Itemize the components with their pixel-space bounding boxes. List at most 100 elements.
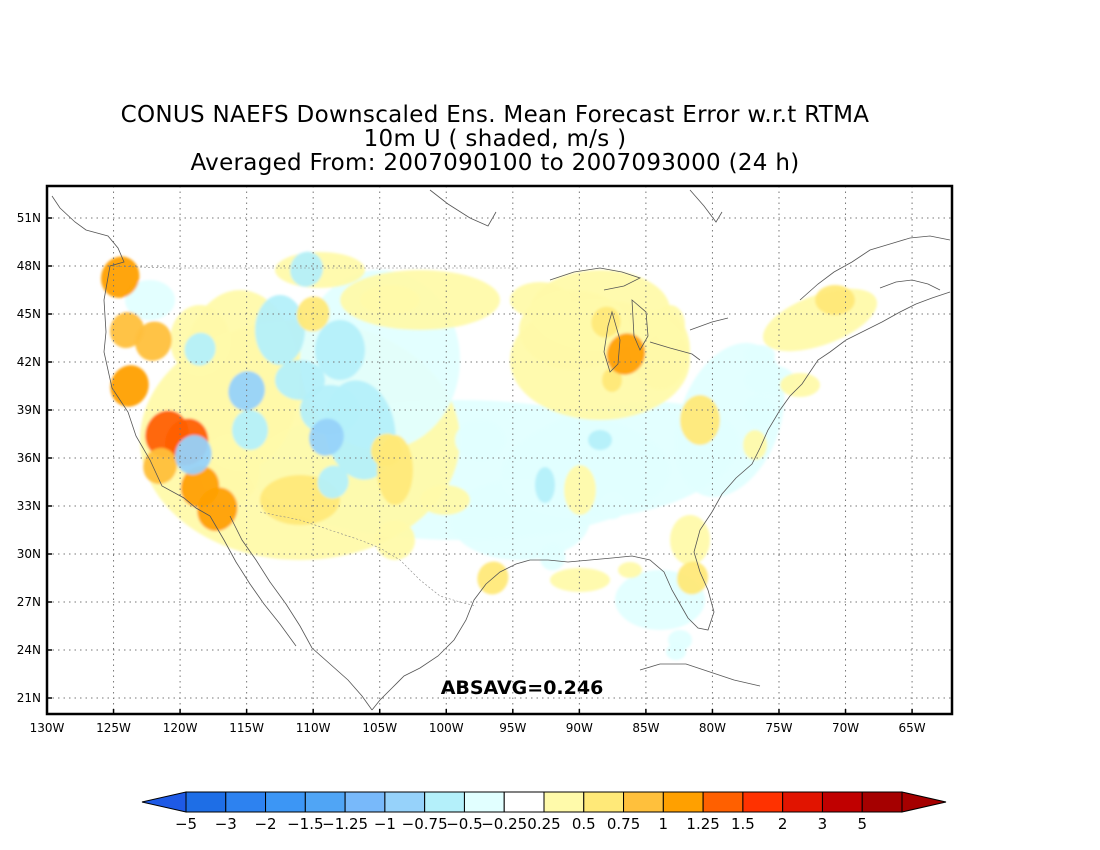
error-region-peak (109, 311, 144, 349)
colorbar-swatch (344, 791, 386, 813)
colorbar-swatch (623, 791, 664, 813)
gulf-mexico-coast-line (371, 551, 715, 711)
borders-line (107, 265, 520, 607)
colorbar-swatch (185, 791, 227, 813)
error-region-mid (420, 485, 470, 515)
lon-tick-label: 130W (30, 721, 65, 735)
latitude-axis-labels: 51N 48N 45N 42N 39N 36N 33N 30N 27N 24N 21N (17, 211, 52, 705)
lon-tick-label: 100W (429, 721, 464, 735)
lat-tick-label: 33N (17, 499, 41, 513)
map-title-line-1: CONUS NAEFS Downscaled Ens. Mean Forecas… (120, 102, 870, 128)
error-region-peak (135, 321, 172, 361)
error-region-mid (550, 568, 610, 592)
colorbar-label: 5 (857, 815, 867, 833)
lon-tick-label: 65W (899, 721, 926, 735)
colorbar-swatch (782, 791, 823, 813)
lat-tick-label: 45N (17, 307, 41, 321)
error-region-mid (780, 373, 820, 397)
colorbar-swatch (543, 791, 585, 813)
lat-tick-label: 24N (17, 643, 41, 657)
colorbar-label: −1.5 (287, 815, 323, 833)
cuba-line (639, 663, 761, 687)
error-region-peak (591, 306, 621, 338)
longitude-axis-labels: 130W 125W 120W 115W 110W 105W 100W 95W 90W 85W 80W… (30, 709, 926, 735)
colorbar-swatch (225, 791, 267, 813)
coastline-layer (51, 189, 951, 711)
error-region-mid (315, 320, 365, 380)
colorbar-swatch (265, 791, 306, 813)
colorbar-label: −0.25 (481, 815, 527, 833)
error-shading-layer (100, 251, 878, 660)
baja-gulf-line (209, 515, 373, 711)
error-region-peak (744, 394, 774, 426)
error-region-mid (602, 368, 622, 392)
colorbar-label: 0.5 (572, 815, 596, 833)
colorbar-label: 3 (818, 815, 828, 833)
colorbar-swatch (583, 791, 625, 813)
colorbar-label: 0.75 (607, 815, 640, 833)
map-title-line-2: 10m U ( shaded, m/s ) (363, 126, 627, 152)
colorbar-label: −0.75 (402, 815, 448, 833)
lon-tick-label: 75W (765, 721, 792, 735)
colorbar-swatch (861, 791, 903, 813)
absavg-annotation: ABSAVG=0.246 (441, 677, 604, 699)
colorbar-labels: −5 −3 −2 −1.5−1.25 −1 −0.75−0.5−0.25 0.25 0.5 0.… (175, 815, 867, 833)
error-region-mid (588, 430, 612, 450)
colorbar-swatch (702, 791, 744, 813)
lat-tick-label: 21N (17, 691, 41, 705)
colorbar-label: 1 (659, 815, 669, 833)
error-region-mid (275, 360, 325, 400)
error-region-broad (450, 480, 590, 560)
colorbar-label: 1.5 (731, 815, 755, 833)
colorbar-label: −1 (374, 815, 396, 833)
east-coast-line (693, 291, 951, 553)
lat-tick-label: 51N (17, 211, 41, 225)
error-region-peak (175, 435, 212, 475)
error-region-mid (375, 520, 415, 560)
error-region-mid (815, 285, 855, 315)
colorbar-over-arrow (901, 791, 947, 813)
colorbar-label: 0.25 (527, 815, 560, 833)
error-region-mid (666, 644, 686, 660)
colorbar-swatch (384, 791, 426, 813)
lon-tick-label: 80W (699, 721, 726, 735)
lat-tick-label: 42N (17, 355, 41, 369)
colorbar-swatch (742, 791, 784, 813)
lon-tick-label: 85W (632, 721, 659, 735)
error-region-mid (655, 305, 685, 345)
graticule-grid (46, 186, 952, 714)
colorbar-label: −2 (254, 815, 276, 833)
error-region-mid (455, 420, 505, 460)
colorbar-swatch (503, 791, 545, 813)
error-region-peak (184, 332, 216, 366)
error-region-peak (676, 561, 709, 595)
colorbar-swatch (463, 791, 505, 813)
error-region-mid (745, 345, 775, 365)
colorbar (141, 791, 947, 813)
error-region-mid (255, 295, 305, 365)
error-region-mid (535, 467, 555, 503)
error-region-mid (670, 515, 710, 565)
lat-tick-label: 27N (17, 595, 41, 609)
error-region-peak (606, 333, 646, 375)
error-region-mid (743, 430, 767, 460)
colorbar-label: −0.5 (446, 815, 482, 833)
colorbar-label: 2 (778, 815, 788, 833)
error-region-mid (618, 562, 642, 578)
lon-tick-label: 125W (96, 721, 131, 735)
error-region-peak (110, 365, 149, 407)
lon-tick-label: 70W (832, 721, 859, 735)
error-region-mid (680, 395, 720, 445)
lon-tick-label: 110W (296, 721, 331, 735)
error-region-broad (762, 288, 878, 352)
error-region-mid (300, 385, 360, 435)
colorbar-label: 1.25 (686, 815, 719, 833)
colorbar-label: −5 (175, 815, 197, 833)
hudson-bay-line (429, 189, 723, 227)
error-region-peak (290, 251, 323, 287)
error-region-peak (197, 487, 238, 532)
lon-tick-label: 120W (163, 721, 198, 735)
colorbar-label: −3 (215, 815, 237, 833)
plot-frame (45, 184, 954, 716)
